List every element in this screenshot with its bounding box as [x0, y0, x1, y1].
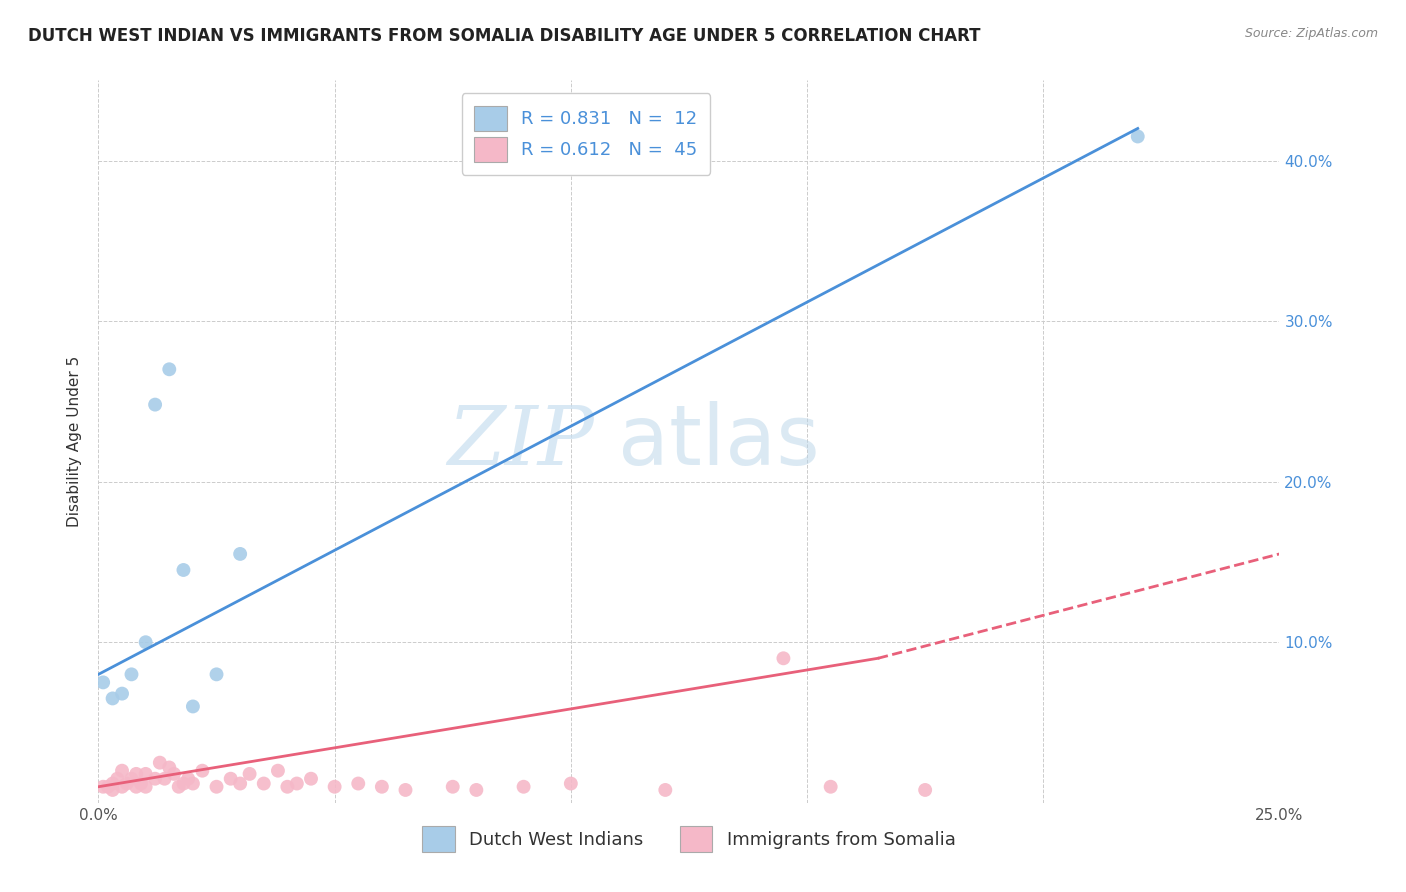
Point: [229, 547, 252, 561]
Point: [654, 783, 676, 797]
Point: [101, 783, 124, 797]
Point: [111, 780, 134, 794]
Point: [157, 362, 180, 376]
Point: [157, 760, 180, 774]
Point: [181, 776, 204, 790]
Point: [101, 691, 124, 706]
Point: [299, 772, 322, 786]
Point: [97, 780, 120, 794]
Point: [772, 651, 794, 665]
Point: [125, 767, 148, 781]
Point: [121, 667, 143, 681]
Point: [149, 756, 172, 770]
Point: [371, 780, 394, 794]
Point: [91, 780, 114, 794]
Text: ZIP: ZIP: [447, 401, 595, 482]
Point: [191, 764, 214, 778]
Point: [1126, 129, 1149, 144]
Point: [205, 667, 228, 681]
Point: [143, 772, 166, 786]
Text: atlas: atlas: [619, 401, 820, 482]
Point: [105, 772, 128, 786]
Point: [205, 780, 228, 794]
Point: [135, 635, 157, 649]
Point: [560, 776, 582, 790]
Point: [143, 398, 166, 412]
Point: [267, 764, 290, 778]
Point: [101, 776, 124, 790]
Point: [347, 776, 370, 790]
Point: [441, 780, 464, 794]
Point: [111, 687, 134, 701]
Point: [111, 764, 134, 778]
Y-axis label: Disability Age Under 5: Disability Age Under 5: [67, 356, 83, 527]
Point: [172, 563, 194, 577]
Point: [163, 767, 186, 781]
Point: [323, 780, 346, 794]
Point: [394, 783, 416, 797]
Point: [276, 780, 298, 794]
Point: [91, 675, 114, 690]
Point: [153, 772, 176, 786]
Point: [229, 776, 252, 790]
Text: DUTCH WEST INDIAN VS IMMIGRANTS FROM SOMALIA DISABILITY AGE UNDER 5 CORRELATION : DUTCH WEST INDIAN VS IMMIGRANTS FROM SOM…: [28, 27, 980, 45]
Point: [914, 783, 936, 797]
Point: [135, 780, 157, 794]
Point: [253, 776, 276, 790]
Point: [167, 780, 190, 794]
Point: [135, 767, 157, 781]
Point: [820, 780, 842, 794]
Point: [121, 772, 143, 786]
Point: [125, 780, 148, 794]
Point: [219, 772, 242, 786]
Point: [239, 767, 262, 781]
Point: [172, 776, 194, 790]
Point: [181, 699, 204, 714]
Point: [129, 776, 152, 790]
Point: [465, 783, 488, 797]
Point: [285, 776, 308, 790]
Legend: Dutch West Indians, Immigrants from Somalia: Dutch West Indians, Immigrants from Soma…: [415, 819, 963, 859]
Point: [177, 772, 200, 786]
Point: [512, 780, 534, 794]
Text: Source: ZipAtlas.com: Source: ZipAtlas.com: [1244, 27, 1378, 40]
Point: [115, 776, 138, 790]
